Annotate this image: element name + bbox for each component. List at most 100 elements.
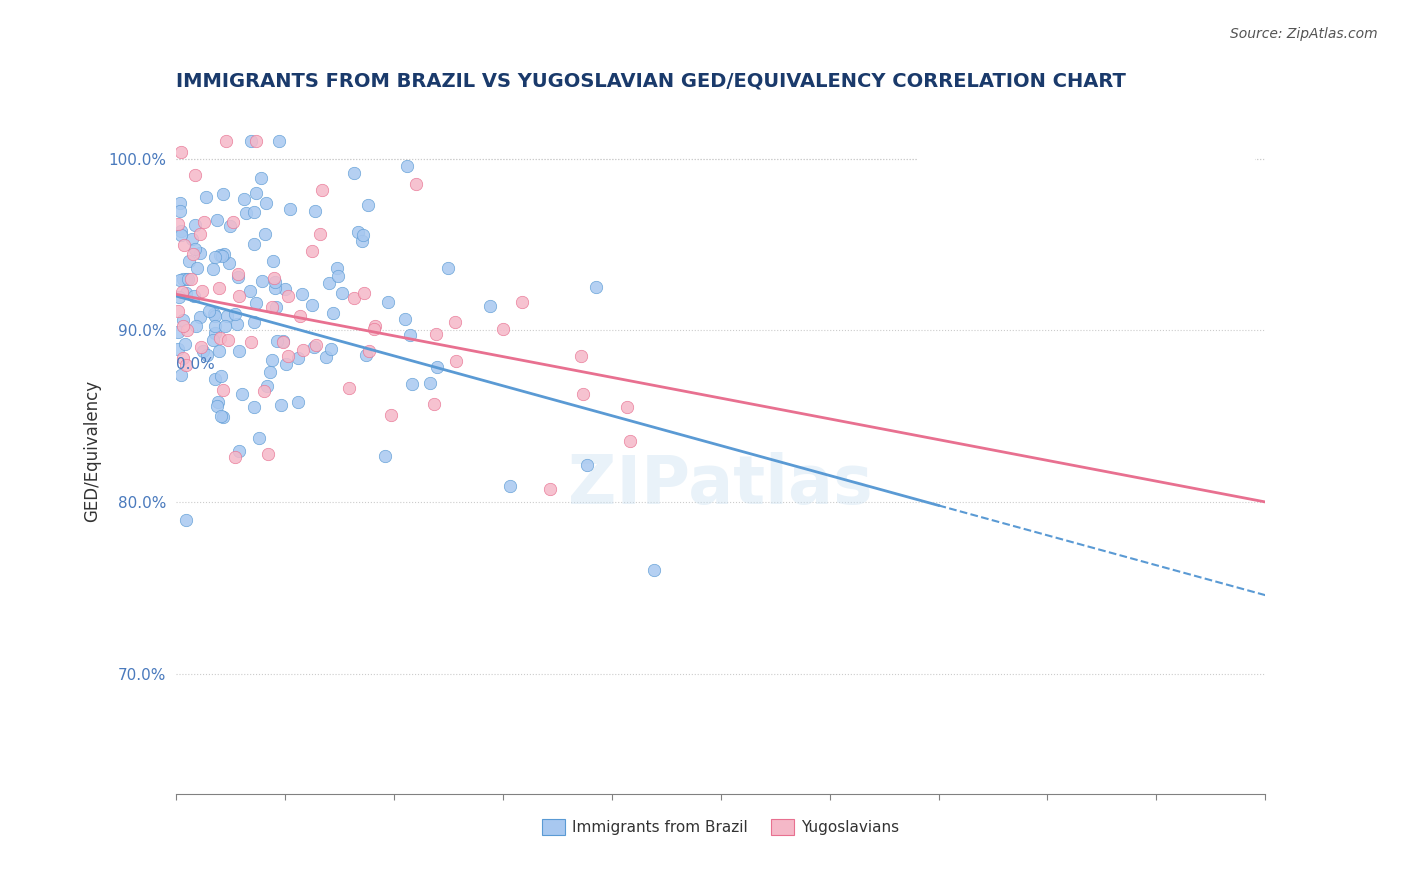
Point — [176, 358, 198, 372]
Point — [190, 340, 212, 354]
Point — [253, 384, 276, 399]
Point — [194, 190, 217, 204]
Point — [278, 202, 301, 216]
Point — [364, 318, 387, 333]
Point — [271, 334, 294, 348]
Point — [322, 306, 344, 320]
Point — [224, 307, 246, 321]
Point — [169, 196, 191, 211]
Point — [172, 351, 194, 365]
Point — [212, 247, 235, 261]
Y-axis label: GED/Equivalency: GED/Equivalency — [83, 379, 101, 522]
Point — [330, 285, 353, 300]
Point — [228, 444, 250, 458]
Point — [619, 434, 641, 449]
Point — [169, 224, 191, 238]
Point — [208, 344, 231, 359]
Point — [214, 319, 236, 334]
Point — [198, 303, 221, 318]
Point — [209, 369, 232, 384]
Point — [202, 307, 225, 321]
Point — [257, 447, 280, 461]
Point — [305, 338, 328, 352]
Point — [177, 271, 200, 285]
Point — [243, 205, 266, 219]
Point — [380, 408, 402, 422]
Point — [170, 285, 193, 299]
Point — [302, 340, 325, 354]
Point — [576, 458, 599, 473]
Point — [267, 134, 290, 148]
Point — [170, 228, 193, 243]
Point — [321, 342, 343, 356]
Point — [180, 271, 202, 285]
Point — [188, 227, 211, 241]
Point — [270, 398, 292, 412]
Point — [217, 333, 239, 347]
Point — [287, 351, 309, 365]
Point — [222, 215, 245, 229]
Point — [183, 288, 205, 302]
Point — [419, 376, 441, 391]
Point — [352, 234, 374, 248]
Point — [245, 295, 267, 310]
Point — [569, 349, 592, 363]
Point — [291, 287, 314, 301]
Point — [264, 300, 287, 314]
Point — [219, 219, 242, 234]
Point — [212, 186, 235, 201]
Point — [250, 274, 273, 288]
Point — [169, 273, 191, 287]
Point — [218, 256, 240, 270]
Point — [169, 203, 191, 218]
Point — [352, 227, 374, 242]
Point — [315, 350, 337, 364]
Point — [193, 215, 215, 229]
Point — [643, 563, 665, 577]
Point — [437, 261, 460, 276]
Point — [260, 353, 283, 368]
Point — [195, 348, 218, 362]
Point — [347, 225, 370, 239]
Point — [254, 196, 277, 211]
Point — [173, 238, 195, 252]
Point — [572, 386, 595, 401]
Point — [225, 317, 247, 331]
Point — [208, 247, 231, 261]
Point — [202, 261, 225, 276]
Point — [184, 168, 207, 182]
Point — [228, 289, 250, 303]
Point — [443, 315, 465, 329]
Point — [243, 237, 266, 252]
Point — [186, 260, 208, 275]
Point — [212, 384, 235, 398]
Point — [172, 313, 194, 327]
Point — [205, 399, 228, 413]
Point — [176, 513, 198, 527]
Point — [357, 198, 380, 212]
Point — [204, 250, 226, 264]
Point — [271, 334, 294, 349]
Point — [492, 322, 515, 336]
Point — [174, 286, 197, 301]
Point — [181, 232, 204, 246]
Point — [243, 315, 266, 329]
Point — [499, 479, 522, 493]
Point — [264, 281, 287, 295]
Point — [167, 217, 190, 231]
Point — [423, 397, 446, 411]
Point — [291, 343, 314, 357]
Point — [353, 285, 375, 300]
Point — [287, 394, 309, 409]
Point — [170, 145, 193, 160]
Point — [232, 192, 254, 206]
Point — [337, 381, 360, 395]
Point — [256, 379, 278, 393]
Point — [167, 325, 190, 339]
Point — [356, 348, 378, 362]
Point — [374, 449, 396, 463]
Point — [208, 281, 231, 295]
Point — [204, 310, 226, 324]
Point — [399, 327, 422, 342]
Point — [167, 303, 190, 318]
